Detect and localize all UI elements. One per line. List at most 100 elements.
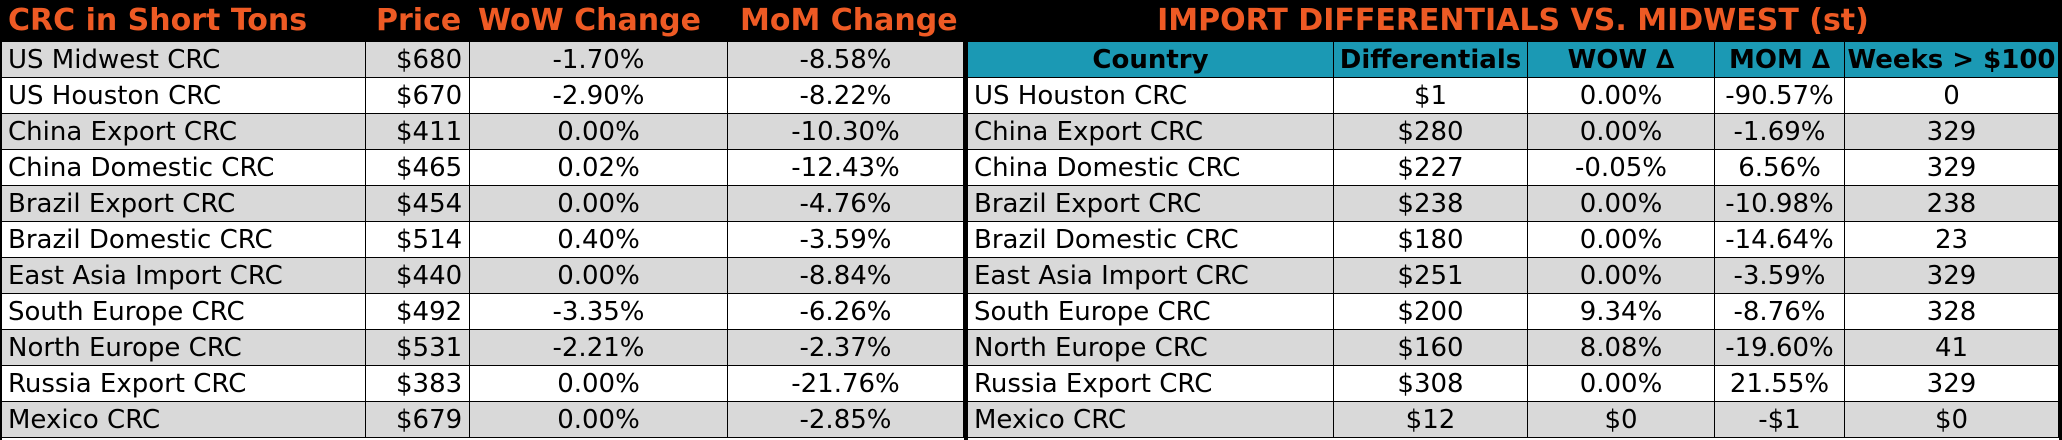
product-name-cell: South Europe CRC [2, 294, 366, 330]
wow-change-cell: 0.00% [470, 366, 728, 402]
wow-change-cell: 0.00% [470, 186, 728, 222]
weeks-over-100-column-header: Weeks > $100 [1845, 42, 2059, 78]
mom-delta-cell: -90.57% [1715, 78, 1845, 114]
weeks-over-100-cell: 41 [1845, 330, 2059, 366]
wow-change-cell: 0.40% [470, 222, 728, 258]
price-cell: $465 [366, 150, 470, 186]
table-row: China Export CRC $411 0.00% -10.30% China Ex… [0, 114, 2062, 150]
weeks-over-100-cell: 238 [1845, 186, 2059, 222]
left-table-title: CRC in Short Tons [8, 3, 308, 38]
wow-delta-cell: 8.08% [1528, 330, 1715, 366]
country-cell: North Europe CRC [968, 330, 1334, 366]
mom-change-cell: -8.58% [728, 42, 964, 78]
data-grid: US Midwest CRC $680 -1.70% -8.58% Country Dif… [0, 42, 2062, 440]
country-cell: Brazil Export CRC [968, 186, 1334, 222]
country-cell: South Europe CRC [968, 294, 1334, 330]
mom-change-cell: -2.37% [728, 330, 964, 366]
product-name-cell: Mexico CRC [2, 402, 366, 438]
differential-cell: $160 [1334, 330, 1528, 366]
mom-change-header: MoM Change [740, 3, 958, 38]
wow-change-cell: 0.02% [470, 150, 728, 186]
product-name-cell: Brazil Export CRC [2, 186, 366, 222]
wow-change-cell: 0.00% [470, 114, 728, 150]
mom-delta-column-header: MOM ∆ [1715, 42, 1845, 78]
table-row: East Asia Import CRC $440 0.00% -8.84% East … [0, 258, 2062, 294]
price-header: Price [376, 3, 462, 38]
differential-cell: $12 [1334, 402, 1528, 438]
mom-delta-cell: -1.69% [1715, 114, 1845, 150]
wow-delta-cell: 0.00% [1528, 186, 1715, 222]
country-cell: Brazil Domestic CRC [968, 222, 1334, 258]
left-border [0, 42, 2, 440]
mom-change-cell: -4.76% [728, 186, 964, 222]
weeks-over-100-cell: 0 [1845, 78, 2059, 114]
mom-delta-cell: -10.98% [1715, 186, 1845, 222]
price-cell: $679 [366, 402, 470, 438]
weeks-over-100-cell: $0 [1845, 402, 2059, 438]
table-row: US Midwest CRC $680 -1.70% -8.58% Country Dif… [0, 42, 2062, 78]
mom-delta-cell: -8.76% [1715, 294, 1845, 330]
weeks-over-100-cell: 23 [1845, 222, 2059, 258]
mom-change-cell: -8.22% [728, 78, 964, 114]
import-differentials-title: IMPORT DIFFERENTIALS VS. MIDWEST (st) [1157, 3, 1869, 38]
differential-cell: $1 [1334, 78, 1528, 114]
differentials-column-header: Differentials [1334, 42, 1528, 78]
country-cell: Mexico CRC [968, 402, 1334, 438]
differential-cell: $280 [1334, 114, 1528, 150]
country-cell: China Export CRC [968, 114, 1334, 150]
table-row: Mexico CRC $679 0.00% -2.85% Mexico CRC $12 $0… [0, 402, 2062, 438]
differential-cell: $180 [1334, 222, 1528, 258]
wow-delta-cell: 0.00% [1528, 222, 1715, 258]
product-name-cell: Brazil Domestic CRC [2, 222, 366, 258]
price-cell: $492 [366, 294, 470, 330]
wow-delta-cell: $0 [1528, 402, 1715, 438]
mom-delta-cell: 21.55% [1715, 366, 1845, 402]
product-name-cell: North Europe CRC [2, 330, 366, 366]
wow-delta-cell: 0.00% [1528, 114, 1715, 150]
weeks-over-100-cell: 329 [1845, 258, 2059, 294]
mom-delta-cell: 6.56% [1715, 150, 1845, 186]
right-border [2059, 0, 2062, 440]
mom-change-cell: -6.26% [728, 294, 964, 330]
table-row: China Domestic CRC $465 0.02% -12.43% China … [0, 150, 2062, 186]
price-cell: $514 [366, 222, 470, 258]
product-name-cell: US Houston CRC [2, 78, 366, 114]
price-cell: $454 [366, 186, 470, 222]
table-row: North Europe CRC $531 -2.21% -2.37% North Eu… [0, 330, 2062, 366]
table-row: South Europe CRC $492 -3.35% -6.26% South Eu… [0, 294, 2062, 330]
product-name-cell: China Export CRC [2, 114, 366, 150]
mom-change-cell: -21.76% [728, 366, 964, 402]
table-row: US Houston CRC $670 -2.90% -8.22% US Houston… [0, 78, 2062, 114]
differential-cell: $308 [1334, 366, 1528, 402]
title-bar: CRC in Short Tons Price WoW Change MoM C… [0, 0, 2062, 42]
price-cell: $383 [366, 366, 470, 402]
table-separator [964, 42, 968, 440]
wow-delta-cell: -0.05% [1528, 150, 1715, 186]
country-cell: China Domestic CRC [968, 150, 1334, 186]
price-cell: $670 [366, 78, 470, 114]
country-cell: East Asia Import CRC [968, 258, 1334, 294]
wow-change-cell: -2.21% [470, 330, 728, 366]
weeks-over-100-cell: 329 [1845, 114, 2059, 150]
country-column-header: Country [968, 42, 1334, 78]
product-name-cell: China Domestic CRC [2, 150, 366, 186]
weeks-over-100-cell: 329 [1845, 366, 2059, 402]
wow-change-cell: 0.00% [470, 402, 728, 438]
price-cell: $411 [366, 114, 470, 150]
product-name-cell: Russia Export CRC [2, 366, 366, 402]
wow-delta-cell: 0.00% [1528, 78, 1715, 114]
country-cell: US Houston CRC [968, 78, 1334, 114]
price-cell: $531 [366, 330, 470, 366]
wow-change-cell: 0.00% [470, 258, 728, 294]
differential-cell: $238 [1334, 186, 1528, 222]
country-cell: Russia Export CRC [968, 366, 1334, 402]
wow-delta-cell: 9.34% [1528, 294, 1715, 330]
table-row: Russia Export CRC $383 0.00% -21.76% Russia … [0, 366, 2062, 402]
table-row: Brazil Domestic CRC $514 0.40% -3.59% Brazil… [0, 222, 2062, 258]
mom-change-cell: -2.85% [728, 402, 964, 438]
wow-change-header: WoW Change [478, 3, 701, 38]
mom-change-cell: -8.84% [728, 258, 964, 294]
mom-change-cell: -10.30% [728, 114, 964, 150]
wow-delta-cell: 0.00% [1528, 258, 1715, 294]
